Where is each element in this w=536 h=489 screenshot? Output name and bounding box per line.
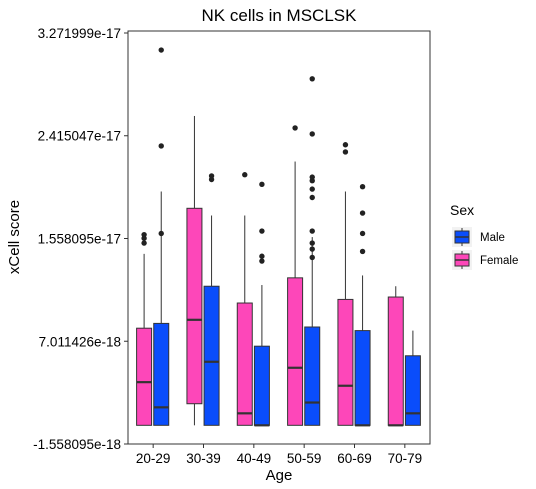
box-iqr — [287, 277, 304, 426]
outlier-point — [309, 174, 315, 180]
x-tick-label: 20-29 — [136, 451, 171, 466]
outlier-point — [309, 194, 315, 201]
x-tick-label: 70-79 — [388, 451, 423, 466]
outlier-point — [342, 149, 349, 155]
box-iqr — [186, 207, 203, 405]
chart-title: NK cells in MSCLSK — [202, 6, 358, 25]
y-tick-label: 1.558095e-17 — [38, 231, 121, 246]
box-male — [354, 184, 371, 427]
outlier-point — [359, 210, 366, 216]
x-axis: 20-29 30-39 40-49 50-59 60-69 70-79 — [136, 444, 422, 466]
outlier-point — [158, 47, 164, 53]
box-iqr — [153, 322, 170, 426]
box-male — [203, 173, 220, 426]
outlier-point — [309, 76, 315, 82]
box-iqr — [404, 355, 421, 426]
outlier-point — [259, 258, 265, 264]
box-iqr — [136, 327, 153, 426]
box-male — [253, 181, 270, 427]
x-tick-label: 40-49 — [237, 451, 272, 466]
legend-label-female: Female — [480, 255, 518, 267]
box-female — [287, 125, 304, 426]
outlier-point — [359, 248, 366, 255]
box-female — [186, 115, 203, 426]
y-tick-label: 2.415047e-17 — [38, 129, 121, 144]
outlier-point — [292, 125, 298, 131]
outlier-point — [208, 173, 215, 179]
y-tick-label: 3.271999e-17 — [38, 26, 121, 41]
y-axis-label: xCell score — [6, 200, 23, 274]
box-female — [136, 231, 153, 426]
box-iqr — [304, 326, 321, 426]
box-iqr — [236, 302, 253, 426]
box-male — [404, 330, 421, 426]
outlier-point — [309, 131, 315, 137]
box-iqr — [337, 298, 354, 426]
outlier-point — [309, 240, 315, 246]
y-axis: -1.558095e-18 7.011426e-18 1.558095e-17 2.4… — [33, 26, 128, 452]
outlier-point — [141, 231, 147, 238]
outlier-point — [158, 230, 164, 237]
legend: Sex Male Female — [450, 202, 518, 270]
box-female — [236, 172, 253, 426]
outlier-point — [359, 184, 366, 190]
outlier-point — [309, 254, 315, 261]
box-female — [387, 286, 404, 427]
outlier-point — [359, 230, 366, 237]
x-tick-label: 50-59 — [287, 451, 322, 466]
y-tick-label: -1.558095e-18 — [33, 437, 121, 452]
outlier-point — [259, 253, 265, 259]
outlier-point — [309, 246, 315, 252]
box-male — [304, 76, 321, 426]
outlier-point — [342, 142, 349, 148]
outlier-point — [158, 143, 164, 149]
outlier-point — [259, 181, 265, 188]
x-axis-label: Age — [266, 467, 293, 484]
x-tick-label: 60-69 — [337, 451, 372, 466]
box-iqr — [253, 345, 270, 426]
outlier-point — [309, 186, 315, 192]
outlier-point — [259, 228, 265, 234]
box-iqr — [203, 285, 220, 426]
box-iqr — [387, 296, 404, 426]
box-male — [153, 47, 170, 426]
box-iqr — [354, 330, 371, 426]
legend-title: Sex — [450, 202, 474, 218]
legend-label-male: Male — [480, 232, 505, 244]
outlier-point — [141, 240, 147, 246]
x-tick-label: 30-39 — [186, 451, 221, 466]
box-female — [337, 142, 354, 426]
outlier-point — [242, 172, 248, 178]
plot-panel-border — [127, 30, 431, 445]
y-tick-label: 7.011426e-18 — [39, 334, 121, 349]
outlier-point — [309, 228, 315, 234]
boxplot-series — [136, 47, 421, 427]
